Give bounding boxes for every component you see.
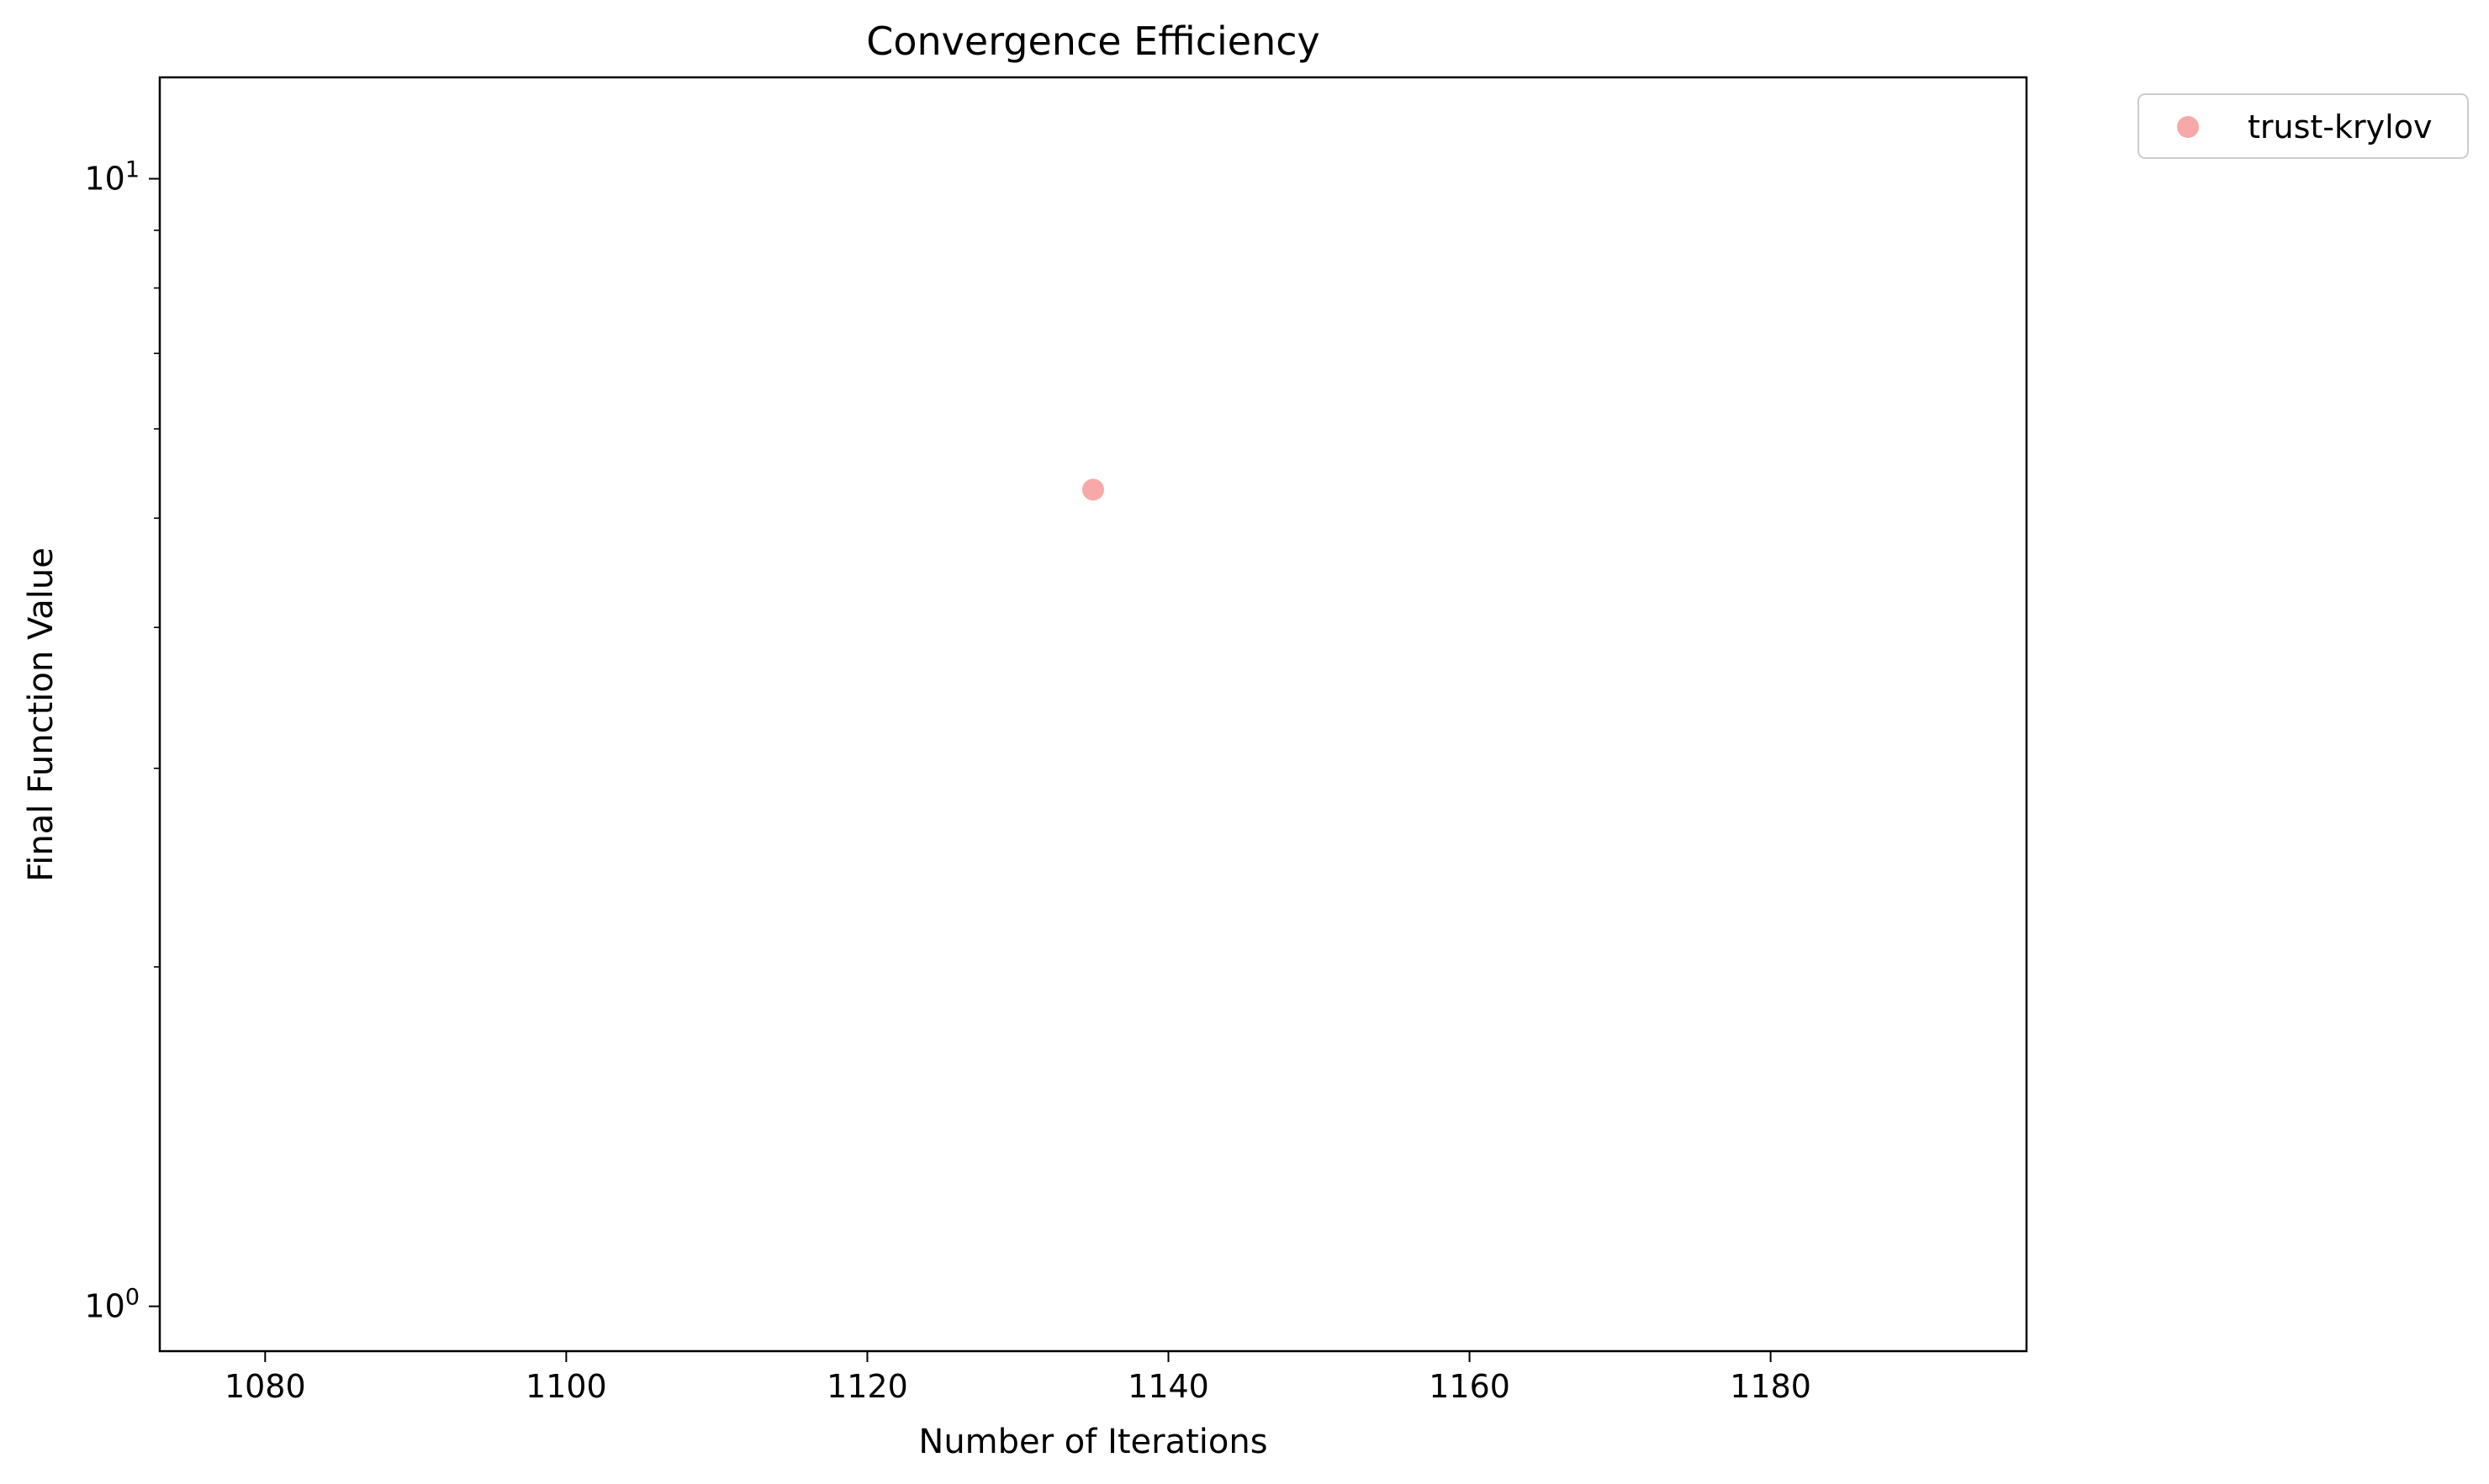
x-tick-label: 1180	[1730, 1368, 1811, 1405]
legend-label-trust-krylov: trust-krylov	[2248, 108, 2432, 145]
data-points	[1082, 478, 1104, 501]
y-tick-label: 101	[84, 157, 140, 198]
data-point-trust-krylov	[1082, 478, 1104, 501]
y-axis-ticks: 100 101	[84, 157, 160, 1325]
x-tick-label: 1080	[225, 1368, 306, 1405]
legend: trust-krylov	[2138, 93, 2469, 159]
legend-box	[2138, 93, 2469, 159]
y-axis-label: Final Function Value	[22, 547, 61, 882]
legend-marker-trust-krylov	[2177, 116, 2199, 138]
x-axis-label: Number of Iterations	[918, 1423, 1267, 1461]
x-tick-label: 1140	[1128, 1368, 1209, 1405]
x-axis-ticks: 1080 1100 1120 1140 1160 1180	[225, 1351, 1811, 1405]
y-tick-label: 100	[84, 1285, 140, 1325]
x-tick-label: 1100	[526, 1368, 607, 1405]
x-tick-label: 1120	[827, 1368, 908, 1405]
plot-area	[158, 76, 2028, 1353]
chart-title: Convergence Efficiency	[866, 18, 1320, 64]
x-tick-label: 1160	[1429, 1368, 1510, 1405]
